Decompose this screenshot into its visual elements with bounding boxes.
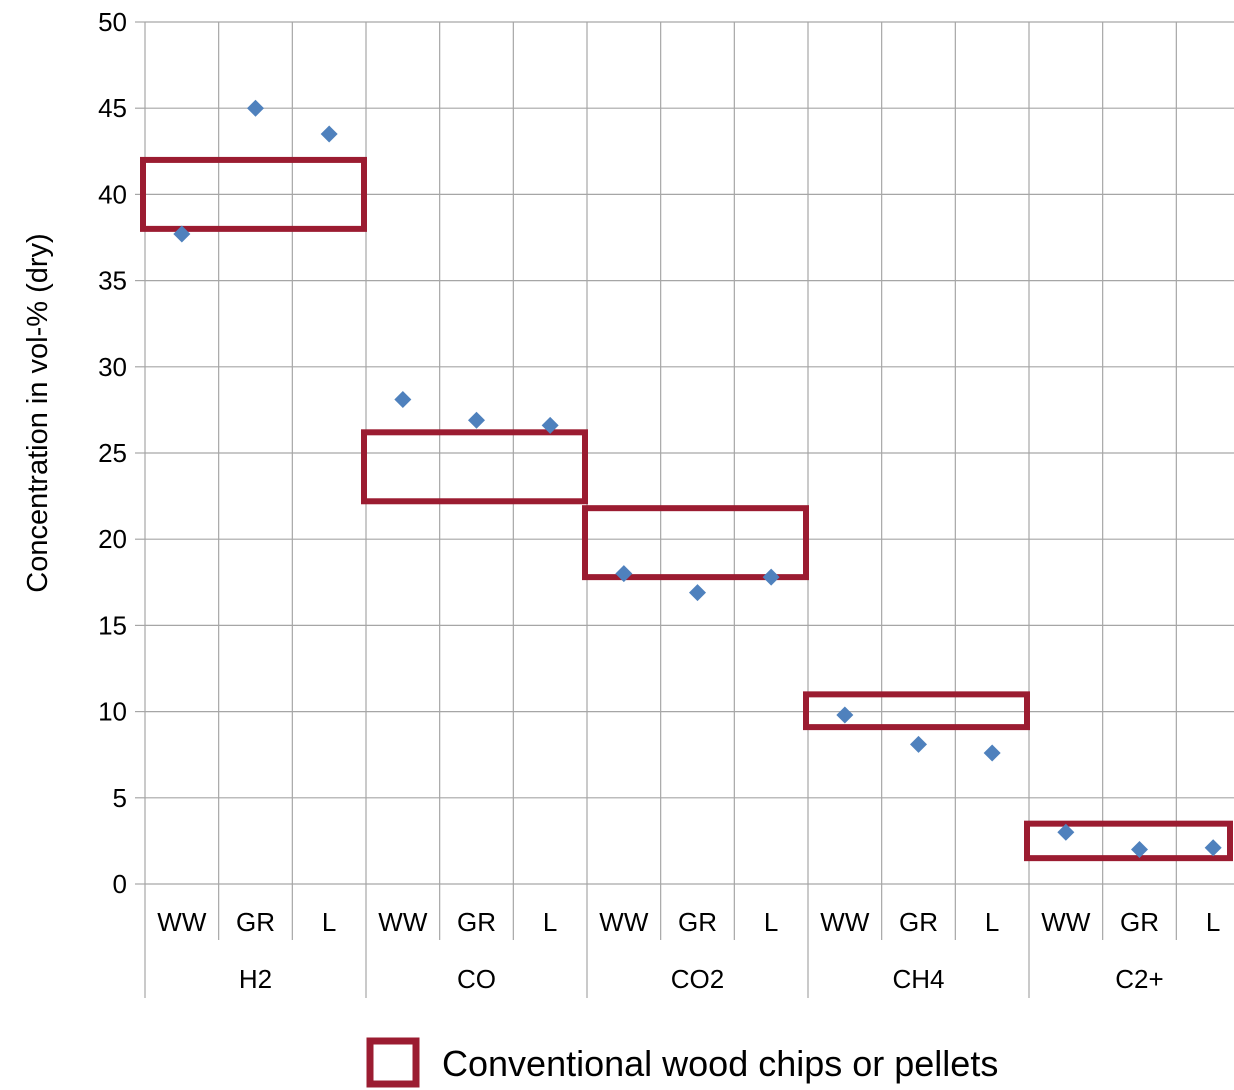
x-subcategory-label: L	[543, 907, 557, 937]
data-point	[836, 706, 854, 724]
legend-label: Conventional wood chips or pellets	[442, 1043, 998, 1084]
x-subcategory-label: WW	[1041, 907, 1091, 937]
y-tick-label: 30	[98, 352, 127, 382]
data-point	[394, 391, 412, 409]
x-subcategory-label: GR	[236, 907, 275, 937]
data-point	[910, 735, 927, 753]
data-point	[1057, 823, 1075, 841]
y-tick-label: 5	[113, 783, 127, 813]
x-axis-categories: WW GR L H2 WW GR L CO WW GR L CO2 WW GR L CH4 WW GR L C2+	[157, 907, 1220, 994]
data-point	[1204, 839, 1222, 857]
conventional-range-box	[1024, 820, 1233, 862]
y-axis-label: Concentration in vol-% (dry)	[22, 233, 54, 592]
data-point	[983, 744, 1001, 762]
data-points	[173, 99, 1222, 859]
conventional-ranges	[140, 156, 1233, 862]
x-subcategory-label: GR	[1120, 907, 1159, 937]
x-group-label: CO	[457, 964, 496, 994]
y-tick-label: 40	[98, 179, 127, 209]
data-point	[247, 99, 264, 117]
y-tick-label: 20	[98, 524, 127, 554]
conventional-range-box	[803, 691, 1030, 731]
data-point	[762, 568, 780, 586]
x-group-label: H2	[239, 964, 272, 994]
x-group-label: CH4	[892, 964, 944, 994]
conventional-range-box	[140, 156, 367, 232]
y-tick-label: 45	[98, 93, 127, 123]
y-tick-label: 10	[98, 697, 127, 727]
conventional-range-box	[361, 429, 588, 505]
x-subcategory-label: L	[322, 907, 336, 937]
y-tick-label: 35	[98, 266, 127, 296]
y-tick-label: 50	[98, 7, 127, 37]
x-subcategory-label: GR	[899, 907, 938, 937]
x-subcategory-label: L	[985, 907, 999, 937]
x-subcategory-label: WW	[157, 907, 207, 937]
data-point	[1131, 841, 1148, 859]
data-point	[615, 565, 633, 583]
conventional-range-box	[582, 505, 809, 581]
y-tick-label: 0	[113, 869, 127, 899]
legend-swatch	[366, 1037, 420, 1088]
data-point	[173, 225, 191, 243]
data-point	[320, 125, 338, 143]
x-subcategory-label: GR	[457, 907, 496, 937]
grid	[135, 21, 1234, 998]
data-point	[468, 411, 485, 429]
x-subcategory-label: L	[764, 907, 778, 937]
legend: Conventional wood chips or pellets	[366, 1037, 998, 1088]
y-tick-label: 25	[98, 438, 127, 468]
y-tick-label: 15	[98, 610, 127, 640]
data-point	[541, 416, 559, 434]
y-axis-ticks: 0 5 10 15 20 25 30 35 40 45 50	[98, 7, 127, 899]
x-subcategory-label: WW	[599, 907, 649, 937]
x-subcategory-label: WW	[820, 907, 870, 937]
data-point	[689, 584, 706, 602]
x-subcategory-label: WW	[378, 907, 428, 937]
x-subcategory-label: L	[1206, 907, 1220, 937]
x-group-label: C2+	[1115, 964, 1163, 994]
x-subcategory-label: GR	[678, 907, 717, 937]
x-group-label: CO2	[671, 964, 724, 994]
